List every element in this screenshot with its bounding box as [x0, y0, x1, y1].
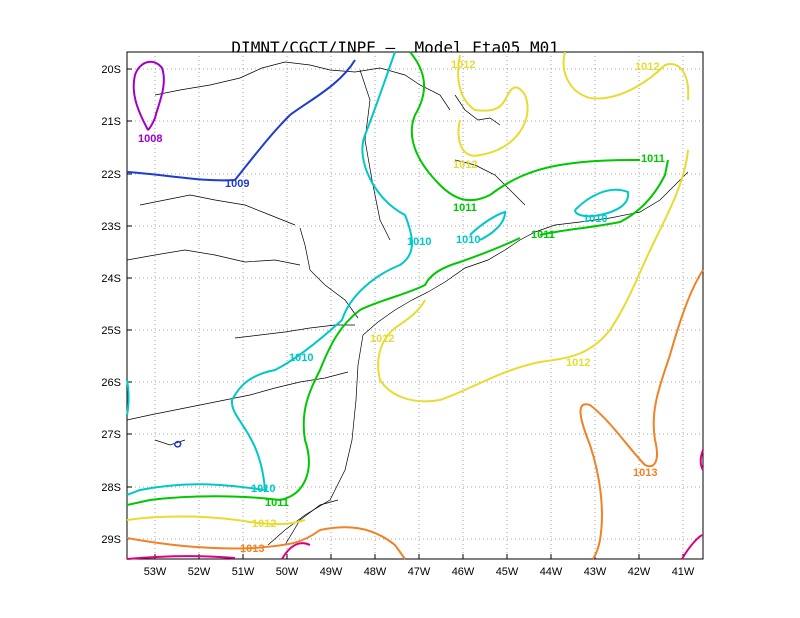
- lat-tick-label: 27S: [101, 429, 121, 441]
- contour-label: 1010: [583, 213, 607, 225]
- lat-lon-grid: [127, 52, 703, 559]
- border-inner-2: [126, 249, 301, 266]
- lat-tick-label: 23S: [101, 221, 121, 233]
- lon-tick-label: 53W: [144, 566, 167, 578]
- isobars: [126, 51, 704, 560]
- lon-tick-label: 49W: [320, 566, 343, 578]
- lon-tick-label: 42W: [628, 566, 651, 578]
- isobar-1009-small: [174, 440, 182, 448]
- contour-label: 1010: [251, 483, 275, 495]
- contour-label: 1011: [265, 497, 289, 509]
- latitude-labels: 20S 21S 22S 23S 24S 25S 26S 27S 28S 29S: [101, 64, 121, 546]
- isobar-1008: [132, 60, 165, 131]
- isobar-1010-ne: [574, 188, 630, 218]
- border-north: [154, 61, 451, 111]
- lon-tick-label: 45W: [496, 566, 519, 578]
- lat-tick-label: 22S: [101, 169, 121, 181]
- isobar-1012-ne: [562, 51, 690, 101]
- lat-tick-label: 20S: [101, 64, 121, 76]
- lon-tick-label: 41W: [672, 566, 695, 578]
- isobar-1014-sw: [126, 555, 236, 560]
- isobar-1012-sw: [126, 515, 306, 526]
- lat-tick-label: 26S: [101, 377, 121, 389]
- isobar-1014-east: [699, 449, 704, 471]
- lon-tick-label: 51W: [232, 566, 255, 578]
- isobar-1014-se: [681, 534, 704, 560]
- lon-tick-label: 50W: [276, 566, 299, 578]
- lat-tick-label: 25S: [101, 325, 121, 337]
- isobar-1009: [126, 59, 356, 182]
- contour-label: 1013: [633, 467, 657, 479]
- isobar-1011-main: [409, 51, 641, 202]
- lon-tick-label: 44W: [540, 566, 563, 578]
- contour-label: 1008: [138, 133, 162, 145]
- map-frame: [126, 51, 704, 560]
- isobar-1010-sw: [126, 379, 130, 416]
- contour-label: 1010: [407, 236, 431, 248]
- coastline-and-borders: [126, 61, 689, 546]
- isobar-1012-east: [377, 149, 689, 403]
- contour-label: 1012: [252, 518, 276, 530]
- border-parana-sp: [299, 227, 359, 319]
- isobar-1013-east: [579, 269, 704, 560]
- isobar-1011-east: [539, 159, 669, 236]
- border-rj: [454, 159, 526, 206]
- lon-tick-label: 46W: [452, 566, 475, 578]
- contour-label: 1011: [453, 202, 477, 214]
- border-inner-1: [139, 194, 296, 226]
- longitude-labels: 53W 52W 51W 50W 49W 48W 47W 46W 45W 44W …: [144, 566, 695, 578]
- border-sc-rs: [126, 371, 349, 421]
- contour-labels: 1008 1009 1010 1010 1010 1010 1010 1011 …: [138, 59, 665, 555]
- isobar-1012-box: [457, 54, 529, 157]
- contour-label: 1011: [641, 153, 665, 165]
- contour-label: 1010: [456, 234, 480, 246]
- border-pr-sc: [234, 324, 355, 339]
- lat-tick-label: 28S: [101, 482, 121, 494]
- contour-label: 1012: [451, 59, 475, 71]
- isobar-1010-west: [126, 51, 413, 496]
- coastline: [267, 171, 689, 546]
- isobar-1014-sw2: [281, 542, 311, 560]
- contour-label: 1012: [370, 333, 394, 345]
- contour-label: 1009: [225, 178, 249, 190]
- river-1: [454, 94, 501, 126]
- lon-tick-label: 47W: [408, 566, 431, 578]
- contour-label: 1012: [453, 159, 477, 171]
- contour-label: 1011: [531, 229, 555, 241]
- isobar-1013-sw: [126, 526, 406, 560]
- lat-tick-label: 24S: [101, 273, 121, 285]
- lat-tick-label: 21S: [101, 116, 121, 128]
- contour-label: 1010: [289, 352, 313, 364]
- contour-label: 1012: [566, 357, 590, 369]
- border-mg: [359, 69, 391, 241]
- lon-tick-label: 52W: [188, 566, 211, 578]
- contour-label: 1012: [635, 61, 659, 73]
- contour-label: 1013: [240, 543, 264, 555]
- isobar-1010-mid: [469, 210, 507, 241]
- lon-tick-label: 48W: [364, 566, 387, 578]
- lagoon: [284, 499, 339, 546]
- lat-tick-label: 29S: [101, 534, 121, 546]
- lon-tick-label: 43W: [584, 566, 607, 578]
- isobar-1011-coast: [126, 237, 521, 506]
